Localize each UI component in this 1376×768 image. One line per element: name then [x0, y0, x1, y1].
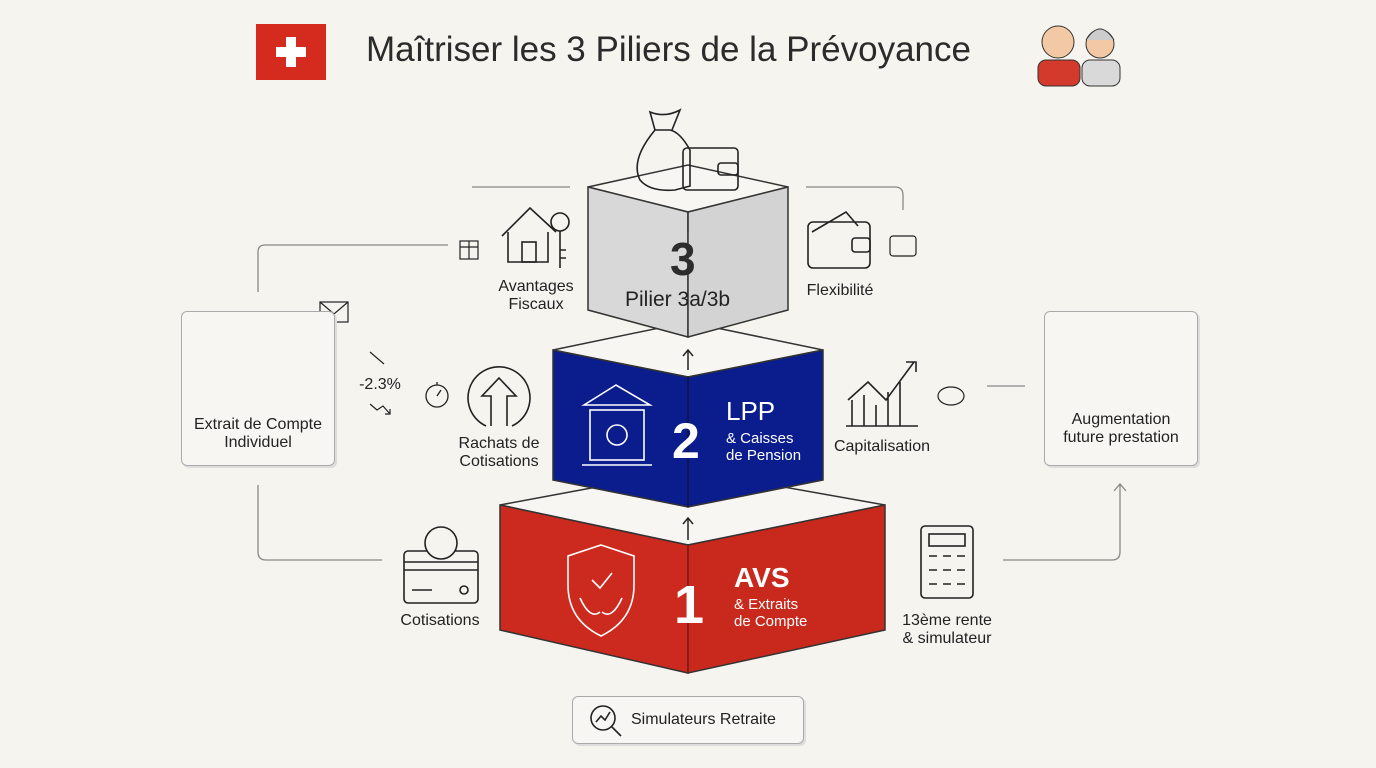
- label-extrait: Extrait de Compte Individuel: [181, 416, 335, 452]
- pillar-1-name: AVS: [734, 562, 790, 593]
- pillar-1-cube: [499, 469, 886, 674]
- label-line: & simulateur: [902, 630, 992, 647]
- pillar-2-sub2: de Pension: [726, 447, 802, 464]
- seniors-couple-icon: [1037, 25, 1121, 87]
- label-rachats: Rachats de Cotisations: [449, 435, 549, 471]
- growth-chart-icon: [846, 361, 918, 427]
- arrow-up-icon: [682, 348, 694, 370]
- label-line: Avantages: [498, 278, 574, 295]
- label-line: Augmentation: [1071, 411, 1171, 428]
- pillar-3-name: Pilier 3a/3b: [625, 288, 731, 311]
- bank-safe-icon: [581, 384, 653, 466]
- percent-change: -2.3%: [359, 376, 401, 393]
- stopwatch-icon: [425, 382, 449, 408]
- label-line: Rachats de: [458, 435, 540, 452]
- connector-line: [257, 485, 382, 561]
- house-key-icon: [501, 206, 570, 268]
- button-label: Simulateurs Retraite: [631, 711, 776, 728]
- small-wallet-icon: [889, 235, 917, 257]
- pillar-2-sub1: & Caisses: [726, 430, 794, 447]
- pillar-1-sub1: & Extraits: [734, 596, 799, 613]
- wallet-flexibility-icon: [807, 210, 871, 269]
- pillar-2-number: 2: [672, 413, 700, 469]
- link-icon: [369, 351, 385, 365]
- label-line: Cotisations: [459, 453, 539, 470]
- pillar-1-subtitle: & Extraits de Compte: [734, 596, 807, 630]
- simulateurs-retraite-button[interactable]: Simulateurs Retraite: [572, 696, 804, 744]
- piggy-bank-icon: [937, 386, 965, 406]
- label-13eme-rente: 13ème rente & simulateur: [892, 612, 1002, 648]
- gift-icon: [459, 240, 479, 260]
- pillar-2-subtitle: & Caisses de Pension: [726, 430, 801, 464]
- swiss-flag-icon: [256, 24, 326, 80]
- label-flexibilite: Flexibilité: [806, 282, 874, 299]
- label-line: future prestation: [1063, 429, 1179, 446]
- shield-hands-icon: [567, 544, 635, 637]
- augmentation-card[interactable]: [1044, 311, 1198, 466]
- arrow-up-icon: [682, 516, 694, 540]
- pillar-1-sub2: de Compte: [734, 613, 808, 630]
- label-augmentation: Augmentation future prestation: [1044, 411, 1198, 447]
- search-chart-icon: [590, 705, 622, 737]
- calculator-icon: [920, 525, 974, 599]
- label-line: 13ème rente: [902, 612, 992, 629]
- connector-line: [806, 186, 904, 210]
- money-bag-icon: [636, 108, 691, 192]
- page-title: Maîtriser les 3 Piliers de la Prévoyance: [366, 30, 971, 69]
- buyback-arrow-icon: [467, 366, 531, 427]
- wallet-icon: [682, 147, 739, 191]
- label-line: Extrait de Compte: [193, 416, 323, 433]
- pillar-2-name: LPP: [726, 396, 776, 426]
- connector-line: [257, 244, 448, 292]
- label-capitalisation: Capitalisation: [833, 438, 931, 455]
- pillar-2-cube: [552, 321, 824, 508]
- coin-card-icon: [403, 526, 479, 604]
- label-line: Individuel: [224, 434, 292, 451]
- connector-line: [1003, 485, 1121, 561]
- trend-down-icon: [369, 403, 391, 415]
- label-avantages-fiscaux: Avantages Fiscaux: [486, 278, 586, 314]
- extrait-card[interactable]: [181, 311, 335, 466]
- pillar-1-number: 1: [674, 575, 705, 635]
- label-line: Fiscaux: [508, 296, 564, 313]
- label-cotisations: Cotisations: [400, 612, 480, 629]
- pillar-3-number: 3: [670, 233, 696, 285]
- arrow-up-icon: [1113, 483, 1127, 492]
